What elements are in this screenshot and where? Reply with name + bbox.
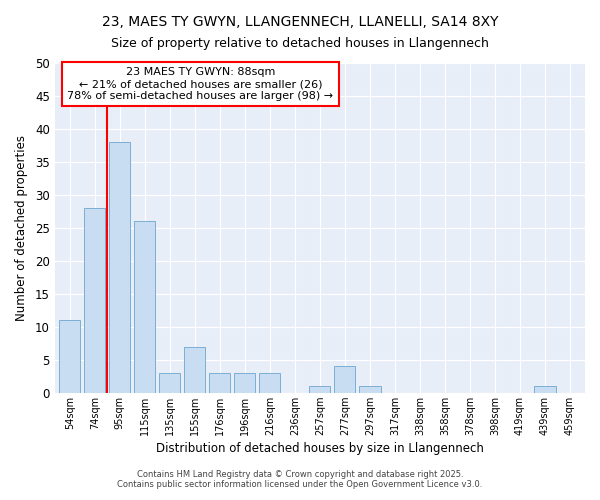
Bar: [535, 386, 556, 393]
Bar: [259, 373, 280, 393]
Bar: [134, 221, 155, 393]
Bar: [234, 373, 256, 393]
Text: Size of property relative to detached houses in Llangennech: Size of property relative to detached ho…: [111, 38, 489, 51]
Bar: [84, 208, 106, 393]
Bar: [209, 373, 230, 393]
Text: 23 MAES TY GWYN: 88sqm
← 21% of detached houses are smaller (26)
78% of semi-det: 23 MAES TY GWYN: 88sqm ← 21% of detached…: [67, 68, 334, 100]
Bar: [159, 373, 181, 393]
Y-axis label: Number of detached properties: Number of detached properties: [15, 134, 28, 320]
Bar: [109, 142, 130, 393]
Bar: [334, 366, 355, 393]
Text: 23, MAES TY GWYN, LLANGENNECH, LLANELLI, SA14 8XY: 23, MAES TY GWYN, LLANGENNECH, LLANELLI,…: [102, 15, 498, 29]
Bar: [359, 386, 380, 393]
Bar: [309, 386, 331, 393]
X-axis label: Distribution of detached houses by size in Llangennech: Distribution of detached houses by size …: [156, 442, 484, 455]
Bar: [59, 320, 80, 393]
Text: Contains HM Land Registry data © Crown copyright and database right 2025.
Contai: Contains HM Land Registry data © Crown c…: [118, 470, 482, 489]
Bar: [184, 346, 205, 393]
